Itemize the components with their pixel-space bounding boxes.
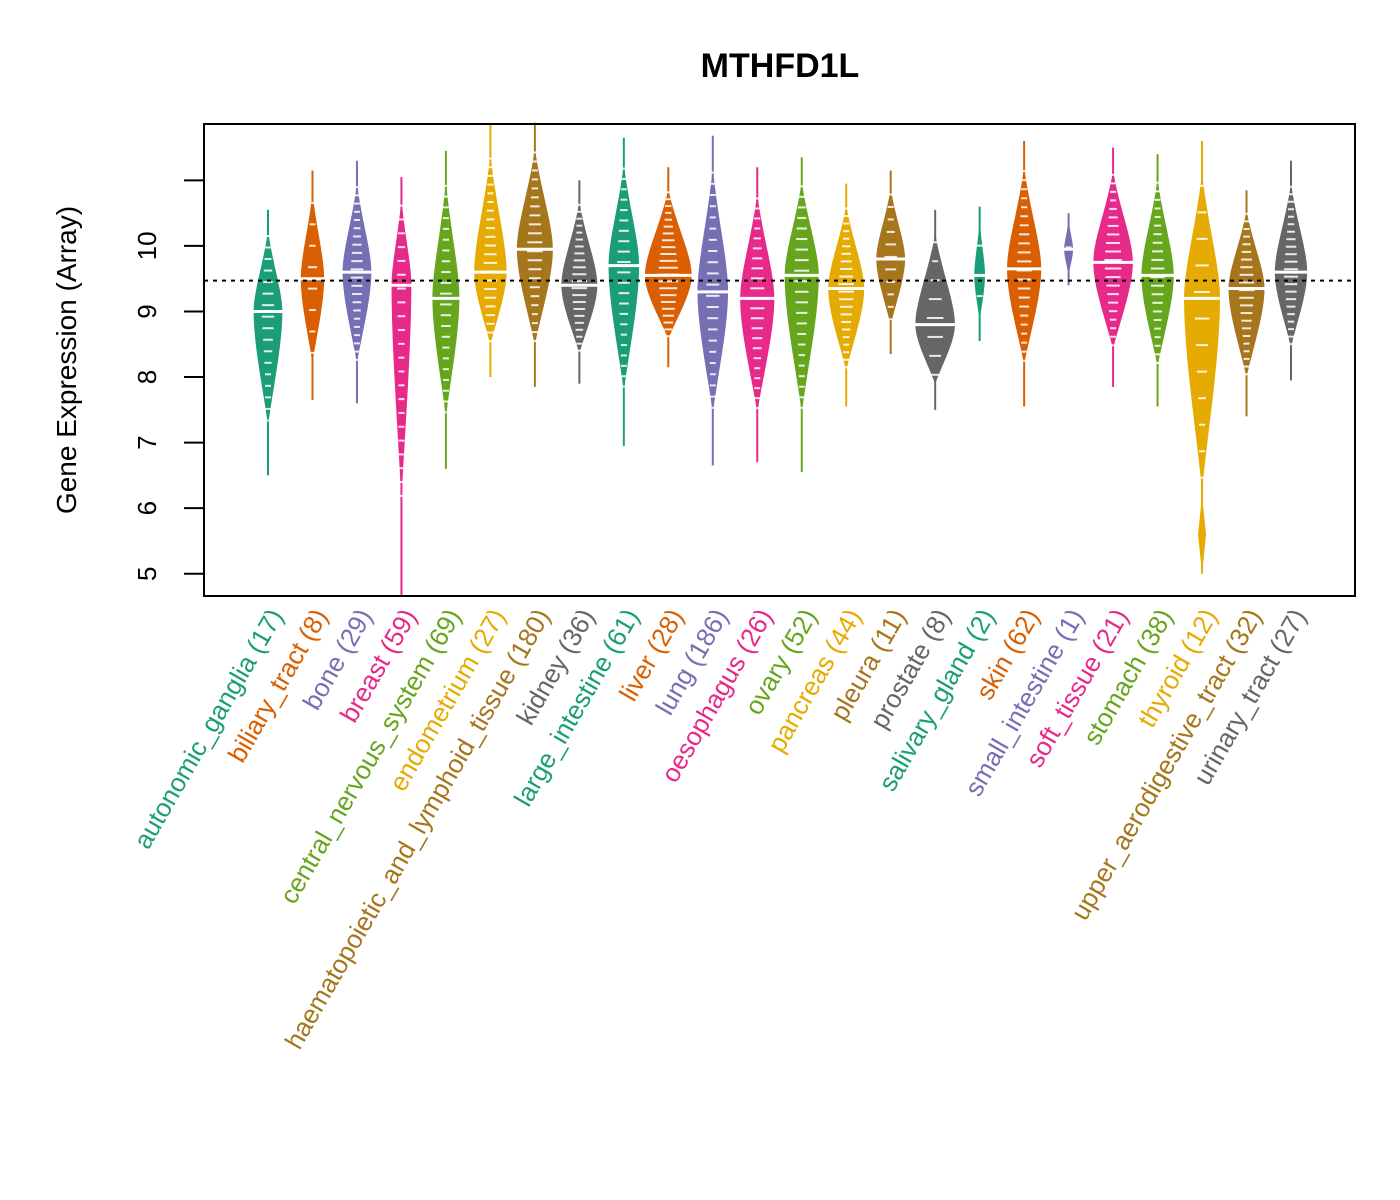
violin-biliary-tract — [298, 170, 327, 400]
violin-haematopoietic-and-lymphoid-tissue — [514, 122, 555, 387]
violin-salivary-gland — [972, 206, 988, 341]
violin-kidney — [559, 180, 600, 384]
violin-body — [974, 220, 986, 322]
violin-body — [474, 154, 507, 346]
violin-prostate — [913, 209, 957, 410]
violin-body — [391, 198, 412, 503]
violin-urinary-tract — [1272, 160, 1310, 381]
violin-skin — [1005, 141, 1044, 407]
violin-large-intestine — [606, 137, 642, 446]
violin-body — [1007, 166, 1042, 366]
violin-body — [1274, 183, 1308, 348]
violin-body — [740, 193, 775, 414]
y-axis: 5 6 7 8 9 10 — [132, 179, 204, 581]
violin-outlier-lobe — [1198, 495, 1207, 574]
violins-group — [251, 122, 1310, 596]
y-tick-label: 7 — [132, 435, 162, 449]
violin-body — [915, 232, 955, 385]
violin-small-intestine — [1062, 213, 1076, 286]
violin-liver — [642, 167, 694, 368]
y-tick-label: 6 — [132, 501, 162, 515]
violin-body — [1141, 178, 1174, 368]
violin-body — [697, 167, 729, 414]
y-tick-label: 8 — [132, 370, 162, 384]
violin-body — [561, 201, 598, 355]
violin-stomach — [1139, 154, 1176, 407]
plot-frame — [203, 123, 1356, 597]
violin-thyroid — [1182, 141, 1223, 574]
violin-bone — [340, 160, 374, 404]
violin-breast — [389, 177, 414, 596]
violin-ovary — [782, 157, 821, 473]
violin-upper-aerodigestive-tract — [1226, 190, 1267, 417]
violin-body — [1228, 209, 1265, 379]
violin-central-nervous-system — [430, 150, 462, 469]
violin-soft-tissue — [1091, 147, 1135, 387]
y-tick-label: 5 — [132, 566, 162, 580]
chart-title: MTHFD1L — [701, 47, 860, 85]
violin-body — [644, 188, 692, 340]
y-tick-label: 10 — [132, 231, 162, 260]
violin-oesophagus — [738, 167, 777, 463]
violin-pancreas — [826, 183, 867, 407]
x-axis-labels: autonomic_ganglia (17)biliary_tract (8)b… — [127, 603, 1312, 1054]
violin-body — [516, 147, 553, 346]
violin-autonomic-ganglia — [251, 209, 285, 476]
violin-endometrium — [472, 124, 509, 378]
y-axis-label: Gene Expression (Array) — [51, 206, 82, 514]
y-tick-label: 9 — [132, 304, 162, 318]
violin-pleura — [874, 170, 908, 355]
violin-body — [608, 163, 640, 392]
violin-body — [1184, 172, 1221, 492]
violin-lung — [695, 135, 731, 466]
violin-body — [784, 181, 819, 414]
